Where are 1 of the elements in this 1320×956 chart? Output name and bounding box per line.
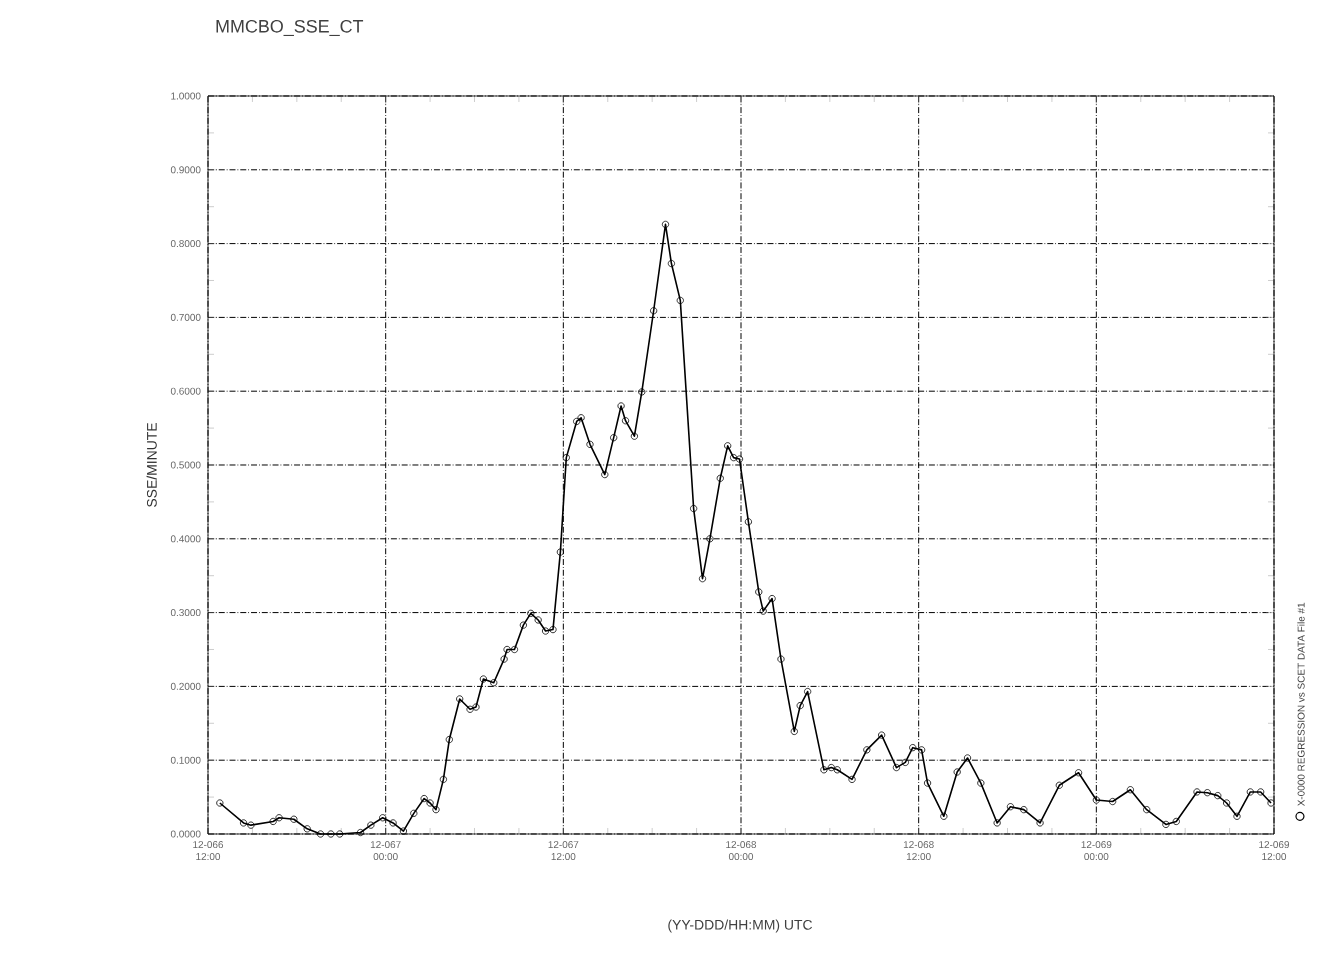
chart-title: MMCBO_SSE_CT: [216, 19, 364, 37]
